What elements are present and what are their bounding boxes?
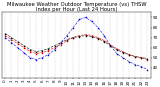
Title: Milwaukee Weather Outdoor Temperature (vs) THSW Index per Hour (Last 24 Hours): Milwaukee Weather Outdoor Temperature (v… xyxy=(7,2,146,12)
